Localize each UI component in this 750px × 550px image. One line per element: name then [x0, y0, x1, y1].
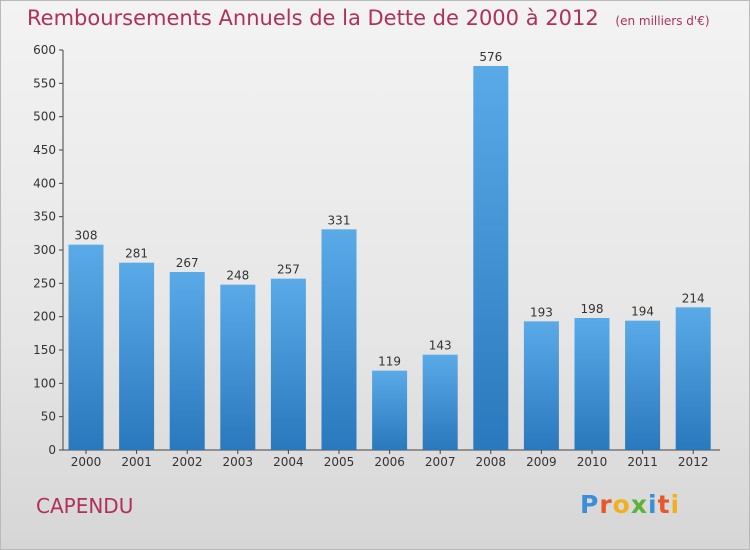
- bar-value-label: 143: [429, 339, 452, 353]
- y-tick-label: 50: [41, 410, 56, 424]
- x-tick-label: 2010: [577, 455, 608, 469]
- x-tick-label: 2007: [425, 455, 456, 469]
- bar-2002: [169, 272, 205, 450]
- chart-subtitle: (en milliers d'€): [615, 14, 710, 28]
- x-tick-label: 2008: [476, 455, 507, 469]
- x-tick-label: 2005: [324, 455, 355, 469]
- bar-2012: [675, 307, 711, 450]
- proxiti-logo: Proxiti: [580, 490, 680, 519]
- x-tick-label: 2012: [678, 455, 709, 469]
- logo-letter: P: [580, 490, 600, 519]
- x-tick-label: 2000: [71, 455, 102, 469]
- logo-letter: t: [657, 490, 671, 519]
- bar-2004: [270, 278, 306, 450]
- x-tick-label: 2009: [526, 455, 557, 469]
- y-tick-label: 400: [33, 176, 56, 190]
- bar-2006: [372, 370, 408, 450]
- y-tick-label: 600: [33, 43, 56, 57]
- y-tick-label: 500: [33, 110, 56, 124]
- y-tick-label: 350: [33, 210, 56, 224]
- logo-letter: o: [612, 490, 631, 519]
- bar-2003: [220, 284, 256, 450]
- x-tick-label: 2002: [172, 455, 203, 469]
- y-tick-label: 450: [33, 143, 56, 157]
- chart-title-text: Remboursements Annuels de la Dette de 20…: [27, 6, 599, 30]
- logo-letter: x: [630, 490, 648, 519]
- bar-value-label: 308: [75, 229, 98, 243]
- bar-value-label: 248: [226, 269, 249, 283]
- logo-letter: r: [599, 490, 613, 519]
- bar-value-label: 267: [176, 256, 199, 270]
- logo-letter: i: [648, 490, 658, 519]
- bar-value-label: 198: [581, 302, 604, 316]
- bar-2000: [68, 244, 104, 450]
- y-tick-label: 250: [33, 276, 56, 290]
- bar-2010: [574, 318, 610, 450]
- x-tick-label: 2001: [121, 455, 152, 469]
- y-tick-label: 100: [33, 376, 56, 390]
- bar-value-label: 193: [530, 305, 553, 319]
- y-tick-label: 300: [33, 243, 56, 257]
- bar-2005: [321, 229, 357, 450]
- bar-2011: [625, 320, 661, 450]
- bar-value-label: 331: [328, 213, 351, 227]
- bar-value-label: 281: [125, 247, 148, 261]
- y-tick-label: 0: [48, 443, 56, 457]
- bar-value-label: 257: [277, 263, 300, 277]
- x-tick-label: 2003: [223, 455, 254, 469]
- bar-value-label: 194: [631, 305, 654, 319]
- bar-2007: [422, 354, 458, 450]
- x-tick-label: 2004: [273, 455, 304, 469]
- bar-value-label: 214: [682, 291, 705, 305]
- bar-2001: [119, 262, 155, 450]
- chart-title: Remboursements Annuels de la Dette de 20…: [27, 6, 710, 30]
- y-tick-label: 150: [33, 343, 56, 357]
- bar-2009: [523, 321, 559, 450]
- bar-value-label: 119: [378, 355, 401, 369]
- x-tick-label: 2006: [374, 455, 405, 469]
- logo-letter: i: [670, 490, 681, 519]
- x-tick-label: 2011: [627, 455, 658, 469]
- y-tick-label: 200: [33, 310, 56, 324]
- city-name: CAPENDU: [36, 494, 134, 518]
- y-tick-label: 550: [33, 76, 56, 90]
- bar-value-label: 576: [479, 50, 502, 64]
- bar-2008: [473, 66, 509, 450]
